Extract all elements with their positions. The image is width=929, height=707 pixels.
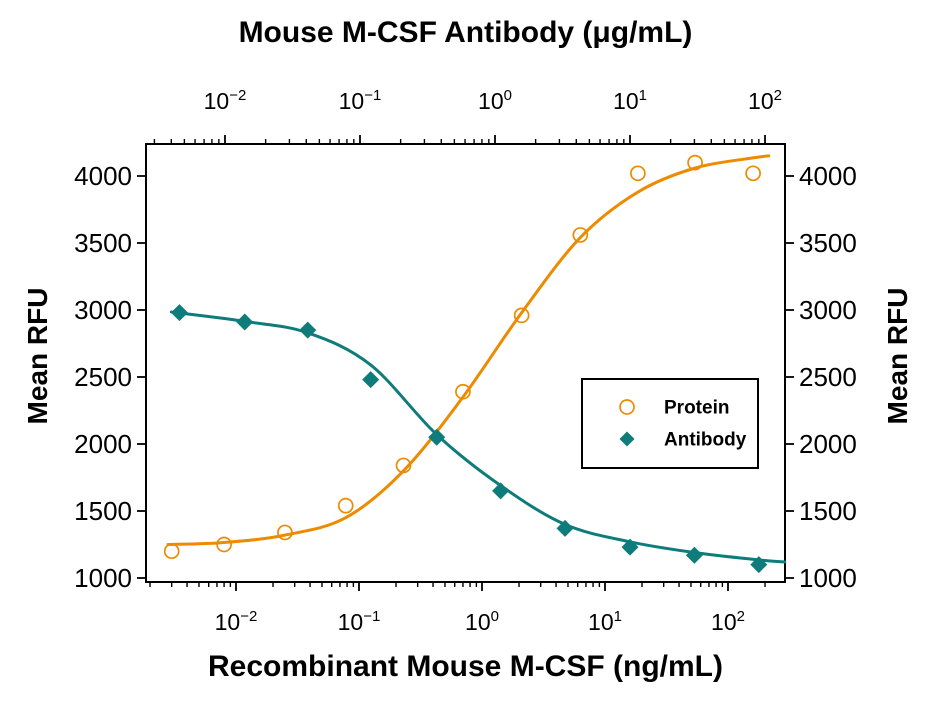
legend-label-antibody: Antibody: [664, 430, 747, 451]
y-tick-label-left: 3500: [74, 228, 132, 258]
legend-label-protein: Protein: [664, 398, 729, 419]
antibody-point-marker: [556, 519, 574, 537]
antibody-point-marker: [236, 313, 254, 331]
plot-frame: [145, 143, 786, 583]
legend-box: [581, 378, 759, 469]
series-antibody-curve: [169, 310, 787, 564]
y-tick-label-left: 4000: [74, 161, 132, 191]
x-tick-label-top: 101: [613, 87, 647, 114]
protein-point-marker: [277, 524, 293, 541]
top-axis-title: Mouse M-CSF Antibody (μg/mL): [238, 16, 693, 49]
y-tick-label-right: 1000: [799, 563, 857, 593]
series-protein: [163, 154, 771, 560]
antibody-point-marker: [299, 321, 317, 339]
antibody-point-marker: [750, 556, 768, 574]
x-axis-top: 10−2 10−1 100 101 102: [153, 87, 782, 144]
protein-point-marker: [455, 383, 471, 400]
protein-point-marker: [572, 227, 589, 243]
bottom-axis-title: Recombinant Mouse M-CSF (ng/mL): [208, 650, 723, 683]
protein-point-marker: [163, 543, 180, 560]
antibody-point-marker: [362, 371, 380, 389]
y-tick-label-right: 2000: [799, 429, 857, 459]
legend-open-circle-icon: [619, 399, 635, 415]
y-tick-label-right: 4000: [799, 161, 857, 191]
protein-point-marker: [513, 307, 530, 324]
x-tick-label-top: 10−2: [204, 87, 247, 114]
antibody-point-marker: [428, 428, 446, 446]
x-tick-label-bottom: 101: [588, 608, 622, 635]
x-tick-label-top: 10−1: [339, 87, 382, 114]
legend-filled-diamond-icon: [619, 431, 635, 447]
y-axes: 1000 1000 1500 1500 2000 2000 2500 2500 3000 3000…: [74, 161, 857, 593]
y-tick-label-left: 1500: [74, 496, 132, 526]
x-tick-label-bottom: 10−2: [215, 608, 258, 635]
legend-item-antibody: Antibody: [619, 430, 747, 451]
x-tick-label-top: 102: [748, 87, 782, 114]
x-tick-label-bottom: 10−1: [338, 608, 381, 635]
protein-point-marker: [216, 536, 232, 553]
legend: Protein Antibody: [581, 378, 759, 469]
protein-point-marker: [337, 497, 354, 514]
protein-point-marker: [687, 154, 703, 171]
y-tick-label-right: 3000: [799, 295, 857, 325]
y-tick-label-right: 3500: [799, 228, 857, 258]
antibody-point-marker: [170, 304, 188, 322]
protein-point-marker: [745, 165, 761, 182]
series-protein-curve: [166, 154, 771, 546]
x-tick-label-bottom: 102: [711, 608, 745, 635]
x-tick-label-top: 100: [478, 87, 512, 114]
x-axis-bottom: 10−2 10−1 100 101 102: [149, 582, 766, 635]
antibody-point-marker: [492, 482, 510, 500]
protein-point-marker: [395, 457, 412, 474]
y-tick-label-left: 3000: [74, 295, 132, 325]
y-tick-label-left: 2000: [74, 429, 132, 459]
protein-point-marker: [630, 165, 646, 182]
legend-item-protein: Protein: [619, 398, 729, 419]
y-tick-label-left: 2500: [74, 362, 132, 392]
y-tick-label-left: 1000: [74, 563, 132, 593]
x-tick-label-bottom: 100: [465, 608, 499, 635]
antibody-point-marker: [685, 546, 703, 564]
y-tick-label-right: 1500: [799, 496, 857, 526]
series-antibody: [169, 304, 787, 574]
y-tick-label-right: 2500: [799, 362, 857, 392]
antibody-point-marker: [621, 538, 639, 556]
